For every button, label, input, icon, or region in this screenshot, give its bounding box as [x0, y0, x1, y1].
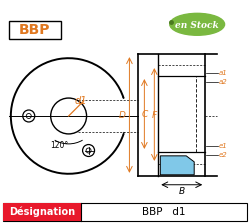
Text: d1: d1 — [74, 96, 87, 106]
Polygon shape — [160, 156, 194, 175]
Text: a2: a2 — [219, 79, 228, 85]
Text: B: B — [179, 187, 185, 196]
Text: Désignation: Désignation — [9, 206, 75, 217]
Text: BBP   d1: BBP d1 — [142, 207, 185, 217]
Text: C: C — [141, 110, 148, 119]
Text: 120°: 120° — [51, 141, 69, 150]
Bar — [3, 203, 80, 221]
Bar — [3, 203, 247, 221]
Text: en Stock: en Stock — [175, 21, 219, 30]
Text: F: F — [152, 112, 157, 121]
Bar — [9, 21, 61, 39]
Text: e2: e2 — [219, 152, 228, 158]
Text: D: D — [119, 112, 126, 121]
Ellipse shape — [170, 13, 224, 35]
Text: a1: a1 — [219, 70, 228, 76]
Text: e1: e1 — [219, 143, 228, 149]
Text: BBP: BBP — [19, 23, 50, 37]
